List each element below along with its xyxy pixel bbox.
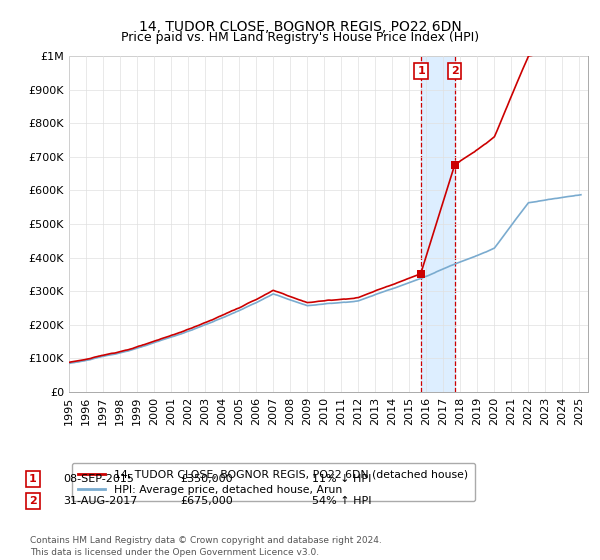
Text: £350,000: £350,000 bbox=[180, 474, 233, 484]
Text: 31-AUG-2017: 31-AUG-2017 bbox=[63, 496, 137, 506]
Bar bbox=[421, 56, 455, 392]
Text: 1: 1 bbox=[417, 66, 425, 76]
Text: 54% ↑ HPI: 54% ↑ HPI bbox=[312, 496, 371, 506]
Text: Contains HM Land Registry data © Crown copyright and database right 2024.
This d: Contains HM Land Registry data © Crown c… bbox=[30, 536, 382, 557]
Text: 2: 2 bbox=[29, 496, 37, 506]
Text: £675,000: £675,000 bbox=[180, 496, 233, 506]
Text: 14, TUDOR CLOSE, BOGNOR REGIS, PO22 6DN: 14, TUDOR CLOSE, BOGNOR REGIS, PO22 6DN bbox=[139, 20, 461, 34]
Legend: 14, TUDOR CLOSE, BOGNOR REGIS, PO22 6DN (detached house), HPI: Average price, de: 14, TUDOR CLOSE, BOGNOR REGIS, PO22 6DN … bbox=[72, 463, 475, 501]
Text: 08-SEP-2015: 08-SEP-2015 bbox=[63, 474, 134, 484]
Text: 2: 2 bbox=[451, 66, 458, 76]
Text: 11% ↓ HPI: 11% ↓ HPI bbox=[312, 474, 371, 484]
Text: Price paid vs. HM Land Registry's House Price Index (HPI): Price paid vs. HM Land Registry's House … bbox=[121, 31, 479, 44]
Text: 1: 1 bbox=[29, 474, 37, 484]
